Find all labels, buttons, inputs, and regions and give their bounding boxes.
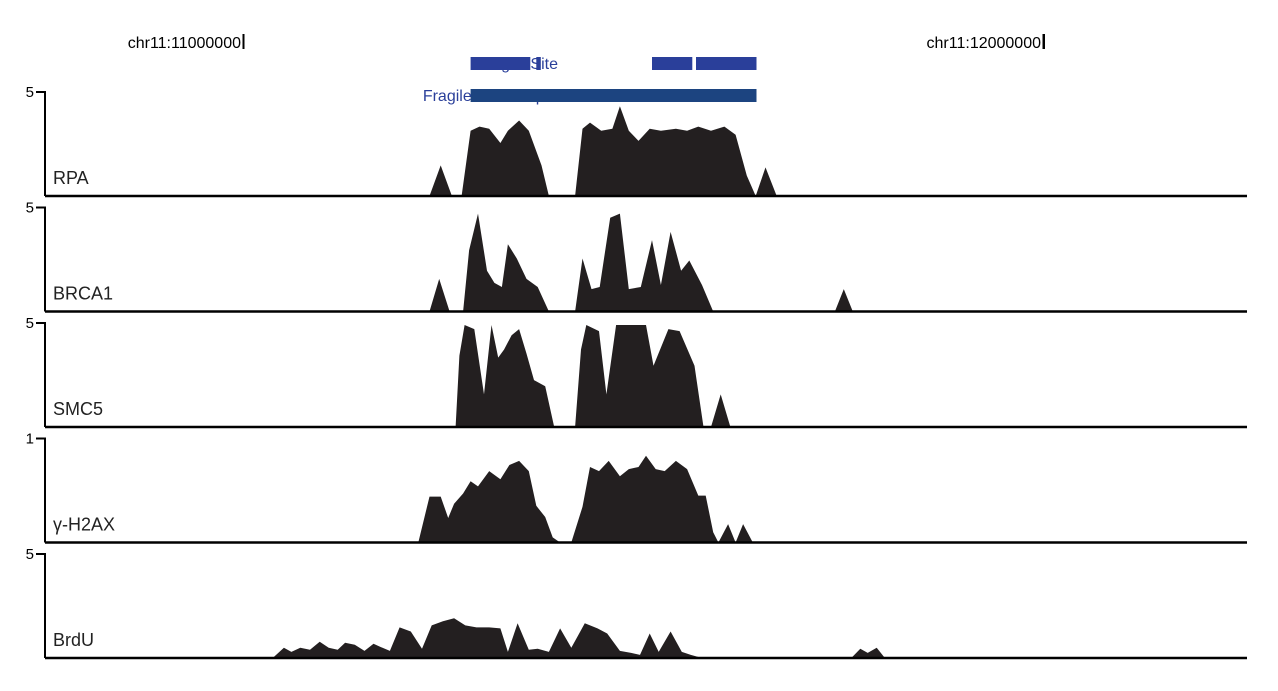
- annotation-bar-fragile-site-3: [696, 57, 757, 70]
- start-coordinate-tick: [242, 34, 245, 49]
- annotation-bar-fragile-site-hotspot-0: [470, 89, 757, 102]
- annotation-bar-fragile-site-0: [470, 57, 531, 70]
- end-coordinate-label: chr11:12000000: [927, 35, 1042, 52]
- annotation-bar-fragile-site-2: [652, 57, 693, 70]
- annotation-tracks: Fragile Site Fragile site hotspot: [423, 56, 757, 105]
- annotation-bar-fragile-site-1: [536, 57, 541, 70]
- signal-area: [272, 618, 885, 658]
- track-gamma-h2ax: 1 γ-H2AX: [26, 431, 1247, 544]
- track-label: BRCA1: [53, 284, 113, 304]
- track-brca1: 5 BRCA1: [26, 200, 1247, 313]
- signal-tracks: 5 RPA 5 BRCA1 5 SMC5 1 γ-H2AX 5 BrdU: [26, 84, 1247, 660]
- signal-area: [418, 455, 753, 543]
- y-axis-max-label: 5: [26, 84, 34, 101]
- track-brdu: 5 BrdU: [26, 546, 1247, 660]
- track-label: RPA: [53, 168, 89, 188]
- y-axis-max-label: 5: [26, 200, 34, 217]
- track-label: γ-H2AX: [53, 515, 115, 535]
- y-axis-max-label: 5: [26, 546, 34, 563]
- y-axis-max-label: 1: [26, 431, 34, 448]
- start-coordinate-label: chr11:11000000: [128, 35, 241, 52]
- end-coordinate-tick: [1042, 34, 1045, 49]
- signal-area: [429, 213, 853, 312]
- signal-area: [455, 325, 731, 427]
- signal-area: [429, 106, 777, 196]
- coordinate-ruler: chr11:11000000 chr11:12000000: [128, 34, 1045, 52]
- y-axis-max-label: 5: [26, 315, 34, 332]
- track-rpa: 5 RPA: [26, 84, 1247, 198]
- track-smc5: 5 SMC5: [26, 315, 1247, 429]
- track-label: BrdU: [53, 630, 94, 650]
- track-label: SMC5: [53, 399, 103, 419]
